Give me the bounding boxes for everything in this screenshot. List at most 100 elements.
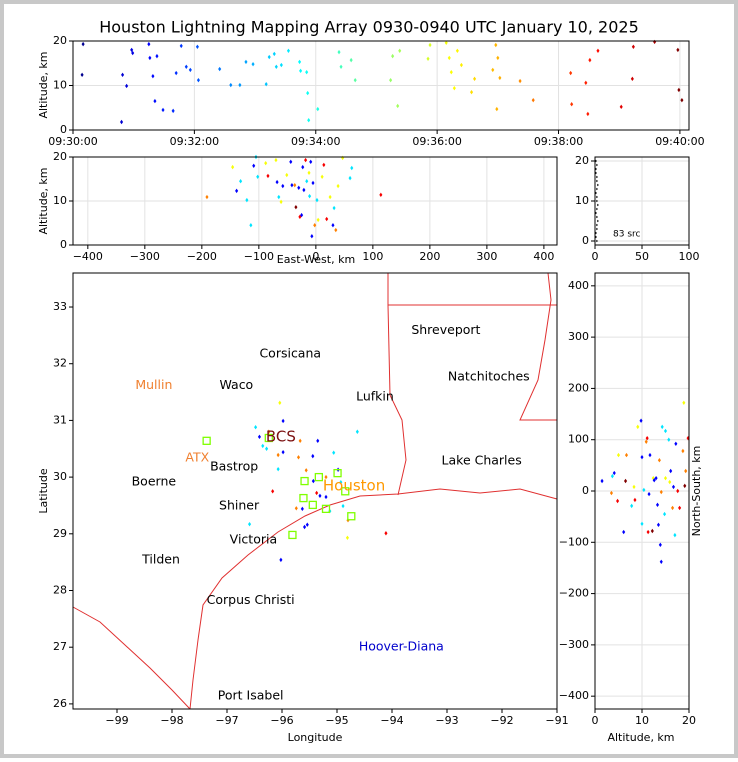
source-point bbox=[264, 160, 268, 166]
city-label: Shreveport bbox=[411, 322, 480, 337]
source-point bbox=[308, 193, 312, 199]
source-point bbox=[494, 42, 498, 48]
y-tick-label: 29 bbox=[53, 527, 67, 540]
source-point bbox=[245, 197, 249, 203]
source-point bbox=[310, 234, 314, 239]
y-tick-label: 10 bbox=[575, 194, 589, 207]
source-point bbox=[279, 557, 283, 563]
x-tick-label: 0 bbox=[592, 250, 599, 263]
source-point bbox=[531, 97, 535, 103]
source-point bbox=[616, 452, 621, 458]
station bbox=[300, 476, 309, 486]
source-point bbox=[674, 441, 678, 447]
source-point bbox=[657, 458, 661, 463]
station bbox=[264, 433, 273, 443]
source-point bbox=[336, 183, 340, 189]
source-point bbox=[313, 223, 317, 228]
x-tick-label: −96 bbox=[270, 714, 293, 727]
city-label: Corpus Christi bbox=[207, 592, 295, 607]
source-point bbox=[120, 119, 124, 125]
source-point bbox=[281, 418, 285, 424]
x-tick-label: −91 bbox=[545, 714, 568, 727]
x-tick-label: 0 bbox=[592, 714, 599, 727]
source-point bbox=[444, 40, 448, 45]
source-point bbox=[636, 424, 640, 430]
source-point bbox=[155, 53, 159, 59]
source-point bbox=[300, 506, 304, 512]
y-tick-label: 30 bbox=[53, 470, 67, 483]
source-point bbox=[315, 197, 319, 203]
source-point bbox=[671, 484, 676, 490]
station bbox=[314, 472, 324, 482]
source-point bbox=[249, 223, 253, 228]
y-axis-label: Latitude bbox=[37, 468, 50, 514]
source-point bbox=[285, 172, 289, 178]
source-point bbox=[349, 57, 353, 63]
source-point bbox=[396, 103, 400, 109]
y-tick-label: 20 bbox=[53, 34, 67, 47]
x-tick-label: −92 bbox=[490, 714, 513, 727]
source-point bbox=[428, 42, 432, 48]
source-point bbox=[299, 68, 303, 74]
source-point bbox=[293, 182, 297, 188]
source-point bbox=[239, 179, 243, 184]
x-tick-label: 09:30:00 bbox=[48, 135, 97, 148]
source-point bbox=[645, 435, 649, 441]
source-point bbox=[275, 179, 279, 185]
y-tick-label: −300 bbox=[559, 638, 589, 651]
source-point bbox=[498, 75, 502, 81]
source-point bbox=[682, 400, 686, 405]
source-point bbox=[315, 490, 319, 496]
source-point bbox=[244, 59, 248, 65]
source-point bbox=[130, 47, 134, 53]
plot-frame bbox=[594, 272, 690, 710]
source-point bbox=[595, 239, 598, 243]
y-axis-label: Altitude, km bbox=[37, 167, 50, 234]
source-point bbox=[332, 205, 336, 211]
station bbox=[333, 468, 342, 478]
source-point bbox=[391, 53, 395, 59]
x-tick-label: 300 bbox=[476, 250, 497, 263]
source-point bbox=[304, 157, 308, 163]
city-label: Hoover-Diana bbox=[359, 639, 444, 654]
source-point bbox=[678, 505, 682, 511]
source-point bbox=[673, 532, 677, 538]
source-point bbox=[632, 484, 636, 490]
source-point bbox=[131, 50, 135, 56]
source-point bbox=[339, 64, 343, 70]
source-point bbox=[663, 428, 668, 434]
source-point bbox=[659, 489, 663, 495]
y-tick-label: 26 bbox=[53, 697, 67, 710]
source-point bbox=[305, 69, 309, 75]
source-point bbox=[195, 44, 199, 49]
source-point bbox=[345, 535, 349, 540]
chart-title: Houston Lightning Mapping Array 0930-094… bbox=[99, 18, 639, 37]
x-tick-label: 0 bbox=[312, 250, 319, 263]
source-point bbox=[289, 159, 293, 165]
city-label: Bastrop bbox=[210, 458, 258, 473]
source-point bbox=[300, 212, 304, 218]
source-point bbox=[318, 493, 322, 499]
source-point bbox=[274, 64, 278, 70]
source-point bbox=[174, 70, 178, 76]
y-tick-label: −200 bbox=[559, 587, 589, 600]
source-point bbox=[609, 490, 613, 496]
x-tick-label: −95 bbox=[325, 714, 348, 727]
source-point bbox=[595, 207, 598, 211]
source-point bbox=[680, 97, 684, 103]
source-point bbox=[248, 521, 252, 527]
city-label: Lufkin bbox=[356, 389, 394, 404]
source-point bbox=[586, 111, 590, 117]
source-point bbox=[238, 82, 242, 88]
y-tick-label: 20 bbox=[53, 150, 67, 163]
station bbox=[321, 504, 331, 514]
source-point bbox=[642, 487, 646, 493]
source-point bbox=[303, 524, 307, 530]
source-point bbox=[668, 479, 672, 485]
y-tick-label: 32 bbox=[53, 357, 67, 370]
x-tick-label: −94 bbox=[380, 714, 403, 727]
y-tick-label: 0 bbox=[582, 234, 589, 247]
source-point bbox=[81, 41, 85, 47]
